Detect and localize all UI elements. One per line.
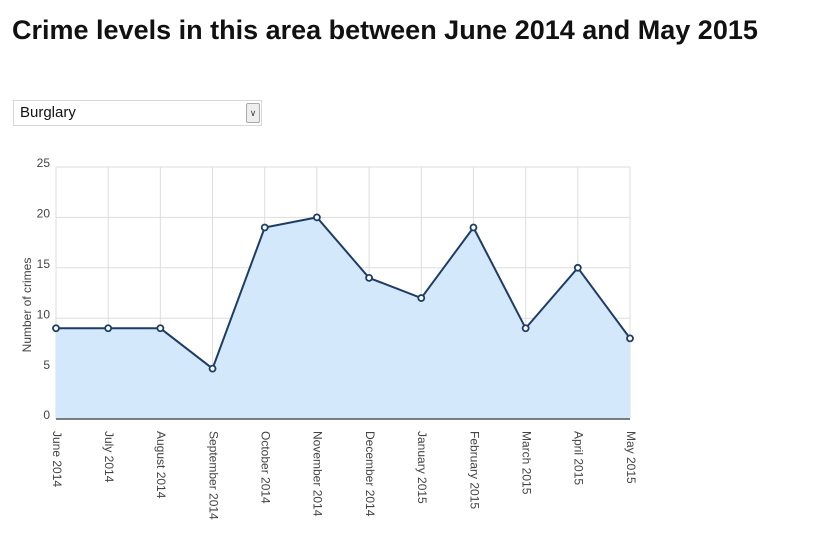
x-tick-label: December 2014 <box>363 431 377 517</box>
y-axis-label: Number of crimes <box>20 258 34 353</box>
point <box>469 223 478 232</box>
x-tick-label: May 2015 <box>624 431 638 484</box>
point <box>573 263 582 272</box>
point <box>104 324 113 333</box>
point <box>52 324 60 333</box>
point <box>417 294 426 302</box>
area <box>56 217 630 419</box>
y-tick-label: 5 <box>43 358 50 372</box>
dropdown-arrow[interactable]: ∨ <box>246 103 260 123</box>
point <box>156 324 165 333</box>
y-tick-label: 10 <box>37 307 51 321</box>
point <box>313 213 321 222</box>
y-tick-label: 15 <box>37 257 51 271</box>
x-tick-label: July 2014 <box>102 431 116 483</box>
point <box>521 324 530 333</box>
x-tick-label: April 2015 <box>572 431 586 485</box>
y-tick-label: 25 <box>37 156 51 170</box>
page-title: Crime levels in this area between June 2… <box>12 15 758 45</box>
line <box>56 216 631 371</box>
point <box>208 364 217 373</box>
point <box>626 334 634 343</box>
x-tick-label: August 2014 <box>154 431 168 499</box>
x-tick-label: June 2014 <box>50 431 64 487</box>
x-tick-label: March 2015 <box>519 431 533 495</box>
point <box>260 223 269 232</box>
x-tick-label: September 2014 <box>206 431 220 520</box>
x-tick-label: November 2014 <box>311 431 325 517</box>
x-tick-label: October 2014 <box>259 431 273 504</box>
x-tick-label: January 2015 <box>415 431 429 504</box>
y-tick-label: 0 <box>43 408 50 422</box>
selected-option: Burglary <box>20 104 76 121</box>
point <box>365 273 373 282</box>
y-tick-label: 20 <box>37 207 51 221</box>
crime-type-select[interactable]: Burglary ∨ <box>13 100 262 126</box>
x-tick-label: February 2015 <box>467 431 481 509</box>
